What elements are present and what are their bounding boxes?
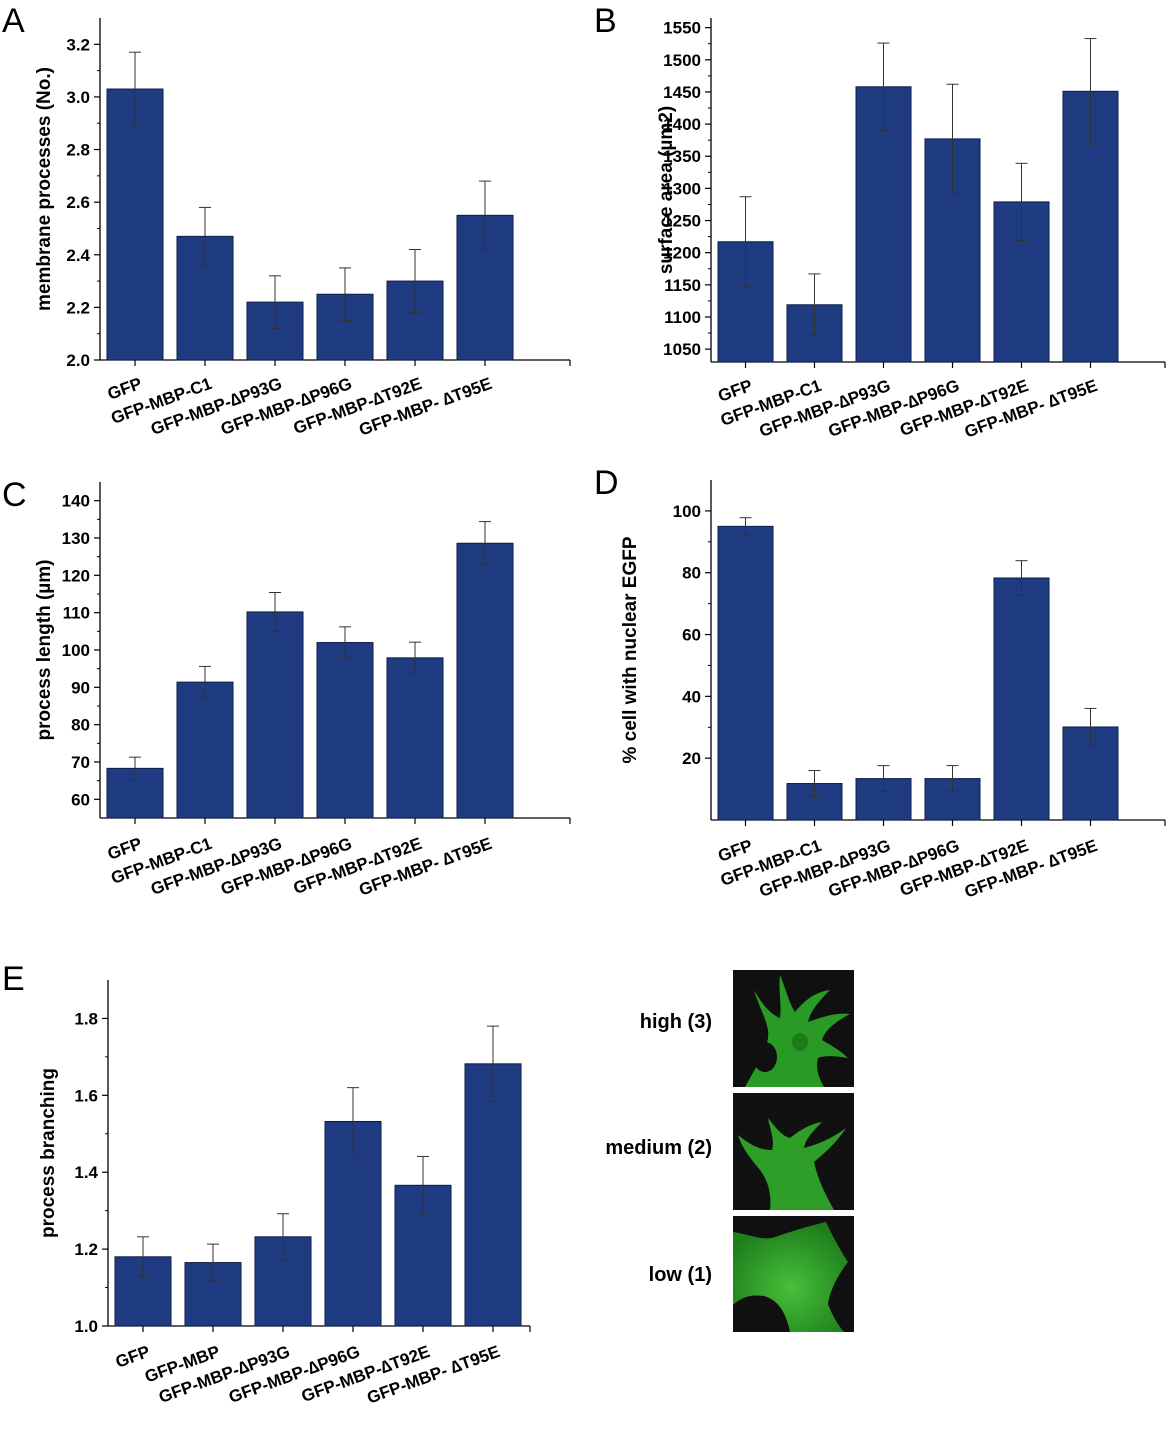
micrograph-high (733, 970, 854, 1087)
y-tick-label: 1.8 (74, 1009, 98, 1028)
y-axis-label: process length (µm) (34, 560, 55, 741)
y-tick-label: 60 (682, 626, 701, 645)
micrograph-low (733, 1216, 854, 1332)
y-tick-label: 1450 (663, 83, 701, 102)
y-tick-label: 1250 (663, 212, 701, 231)
panel-letter-e: E (2, 960, 25, 998)
bar (316, 642, 374, 819)
y-tick-label: 1.6 (74, 1086, 98, 1105)
y-tick-label: 1300 (663, 179, 701, 198)
bar (456, 542, 514, 819)
y-tick-label: 3.0 (66, 88, 90, 107)
bar (106, 767, 164, 819)
y-tick-label: 80 (71, 716, 90, 735)
bar (176, 681, 234, 819)
panel-letter-d: D (594, 464, 619, 502)
micrograph-label-medium: medium (2) (605, 1137, 712, 1159)
y-tick-label: 90 (71, 678, 90, 697)
y-tick-label: 1200 (663, 244, 701, 263)
y-tick-label: 100 (62, 641, 90, 660)
y-tick-label: 2.0 (66, 351, 90, 370)
y-tick-label: 130 (62, 529, 90, 548)
chart-c: 60 70 80 90 100 110 120 130 140 process length (µ… (34, 482, 571, 900)
y-tick-label: 1100 (664, 308, 701, 327)
y-tick-label: 120 (62, 566, 90, 585)
micrograph-label-high: high (3) (640, 1011, 712, 1033)
bar (993, 577, 1050, 821)
panel-letter-c: C (2, 476, 27, 514)
micrograph-legend: high (3) medium (2) low (1) (605, 970, 854, 1332)
bar (246, 611, 304, 819)
y-tick-label: 1.2 (74, 1240, 98, 1259)
chart-a: 2.0 2.2 2.4 2.6 2.8 3.0 3.2 membrane processes … (34, 18, 571, 440)
y-tick-label: 1550 (663, 19, 701, 38)
y-tick-label: 100 (673, 502, 701, 521)
y-tick-label: 70 (71, 753, 90, 772)
y-tick-label: 2.6 (66, 193, 90, 212)
y-axis-label: % cell with nuclear EGFP (620, 536, 641, 763)
chart-b: 1050 1100 1150 1200 1250 1300 1350 1400 1450 1500… (656, 18, 1166, 442)
y-tick-label: 110 (63, 604, 90, 623)
panel-letter-a: A (2, 2, 25, 40)
y-axis-label: surface area (µm2) (656, 106, 677, 274)
y-tick-label: 140 (62, 492, 90, 511)
bar (386, 657, 444, 819)
y-tick-label: 60 (71, 790, 90, 809)
y-tick-label: 2.8 (66, 141, 90, 160)
y-tick-label: 40 (682, 687, 701, 706)
y-tick-label: 20 (682, 749, 701, 768)
y-tick-label: 1050 (663, 340, 701, 359)
bar (106, 88, 164, 361)
y-tick-label: 1350 (663, 147, 701, 166)
y-axis-label: membrane processes (No.) (34, 67, 55, 311)
micrograph-label-low: low (1) (649, 1264, 712, 1286)
y-tick-label: 2.4 (66, 246, 90, 265)
y-tick-label: 1400 (663, 115, 701, 134)
y-tick-label: 1150 (664, 276, 701, 295)
y-tick-label: 3.2 (66, 35, 90, 54)
y-tick-label: 1.0 (74, 1317, 98, 1336)
bar (717, 525, 774, 821)
y-tick-label: 1500 (663, 51, 701, 70)
panel-letter-b: B (594, 2, 617, 40)
micrograph-medium (733, 1093, 854, 1210)
y-tick-label: 2.2 (66, 298, 90, 317)
bar (464, 1063, 522, 1327)
y-tick-label: 80 (682, 564, 701, 583)
y-tick-label: 1.4 (74, 1163, 98, 1182)
y-axis-label: process branching (38, 1068, 59, 1238)
